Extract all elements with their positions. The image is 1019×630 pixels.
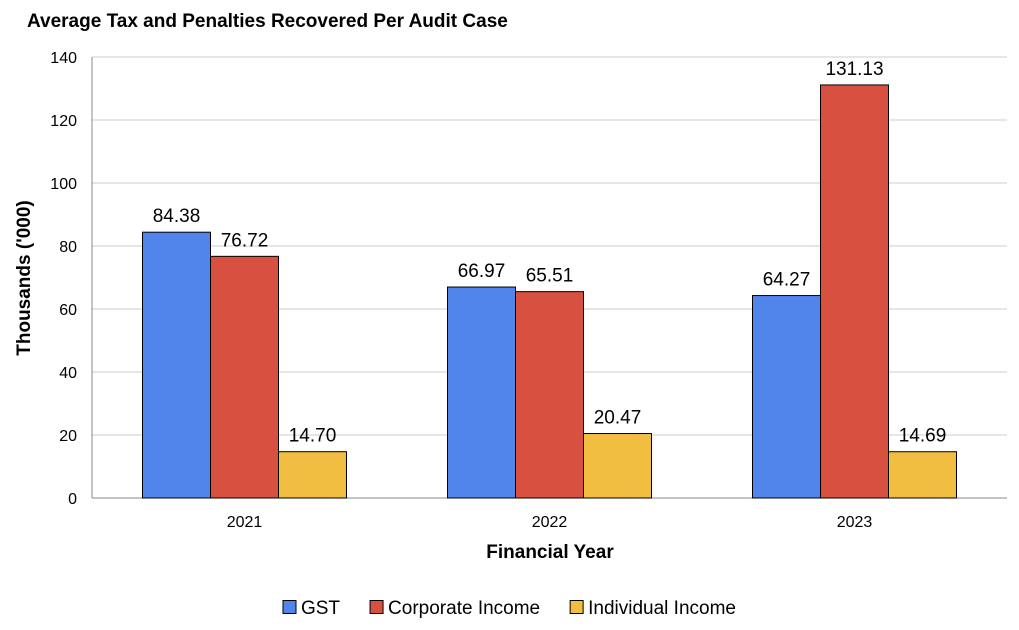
bar-corporate-income-2021 [210,255,279,499]
data-label: 14.69 [899,426,947,447]
y-tick-label: 100 [50,176,77,193]
bar-gst-2021 [142,231,211,499]
data-label: 76.72 [221,230,269,251]
y-axis-title: Thousands ('000) [14,200,35,356]
bar-corporate-income-2023 [820,84,889,499]
bar-gst-2022 [447,286,516,499]
x-axis-title: Financial Year [486,542,614,563]
data-label: 66.97 [458,261,506,282]
y-tick-label: 80 [59,239,77,256]
legend-swatch-individual-income [569,600,584,614]
data-label: 65.51 [526,266,574,287]
y-tick-label: 40 [59,365,77,382]
data-label: 84.38 [153,206,201,227]
x-tick-label: 2022 [532,514,568,531]
data-label: 14.70 [289,426,337,447]
data-label: 64.27 [763,270,811,291]
legend-swatch-gst [282,600,297,614]
x-tick-label: 2021 [227,514,263,531]
legend: GST Corporate Income Individual Income [282,598,736,619]
y-tick-label: 60 [59,302,77,319]
y-tick-label: 20 [59,428,77,445]
y-tick-label: 0 [68,491,77,508]
bar-individual-income-2023 [888,451,957,499]
legend-label: Corporate Income [388,598,540,619]
data-label: 131.13 [825,59,883,80]
legend-label: GST [301,598,340,619]
legend-swatch-corporate-income [369,600,384,614]
data-label: 20.47 [594,408,642,429]
bar-individual-income-2022 [583,433,652,499]
data-labels: 84.38 76.72 14.70 66.97 65.51 20.47 64.27 131.1… [153,59,947,447]
bar-individual-income-2021 [278,451,347,499]
bar-gst-2023 [752,295,821,499]
y-tick-label: 120 [50,113,77,130]
x-tick-label: 2023 [837,514,873,531]
x-axis-ticks: 2021 2022 2023 [227,514,873,531]
bars [142,84,957,499]
bar-corporate-income-2022 [515,291,584,499]
legend-label: Individual Income [588,598,736,619]
y-tick-label: 140 [50,50,77,67]
chart-title: Average Tax and Penalties Recovered Per … [27,11,508,32]
y-axis-ticks: 0 20 40 60 80 100 120 140 [50,50,77,508]
